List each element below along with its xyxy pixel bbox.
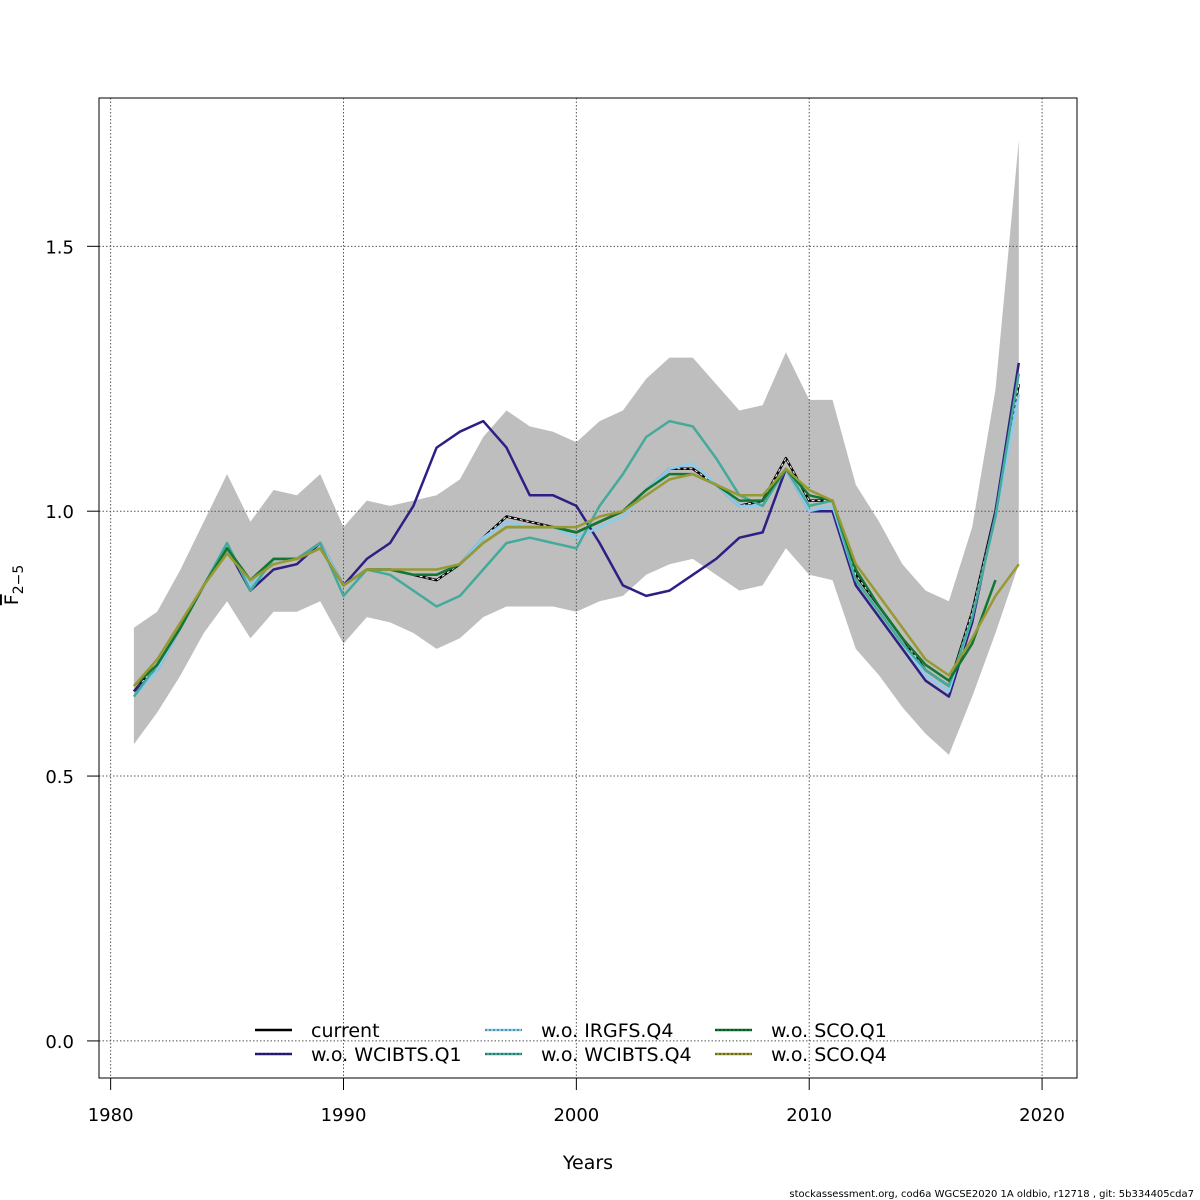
y-tick-label: 0.0 [45, 1032, 74, 1053]
legend-label: w.o. WCIBTS.Q4 [541, 1044, 692, 1066]
x-tick-label: 2010 [786, 1105, 832, 1126]
series-line [133, 362, 1021, 698]
y-tick-label: 1.5 [45, 237, 74, 258]
series-line [133, 467, 997, 687]
y-axis-title-subscript: 2−5 [11, 565, 27, 595]
grid-layer [99, 98, 1077, 1078]
svg-text:F2−5: F2−5 [1, 565, 27, 605]
x-tick-label: 1980 [88, 1105, 134, 1126]
series-line [132, 467, 1020, 687]
legend-label: current [311, 1020, 380, 1042]
confidence-band-layer [133, 140, 1019, 755]
x-tick-label: 2020 [1019, 1105, 1065, 1126]
footer-caption: stockassessment.org, cod6a WGCSE2020 1A … [789, 1189, 1194, 1200]
legend-item: w.o. WCIBTS.Q4 [485, 1044, 692, 1066]
y-axis-title-main: F [1, 594, 23, 605]
x-tick-label: 2000 [553, 1105, 599, 1126]
plot-frame [98, 97, 1078, 1079]
legend-label: w.o. WCIBTS.Q1 [311, 1044, 462, 1066]
legend-item: w.o. IRGFS.Q4 [485, 1020, 673, 1042]
y-tick-label: 1.0 [45, 502, 74, 523]
series-w-o-sco-q4 [132, 467, 1020, 687]
y-axis-title: F2−5 [1, 565, 27, 605]
x-tick-label: 1990 [321, 1105, 367, 1126]
legend-label: w.o. SCO.Q1 [771, 1020, 887, 1042]
y-axis: 0.0 0.5 1.0 1.5 [45, 237, 99, 1053]
legend-label: w.o. IRGFS.Q4 [541, 1020, 673, 1042]
series-layer [132, 362, 1021, 698]
legend-item: w.o. WCIBTS.Q1 [255, 1044, 462, 1066]
confidence-band [133, 140, 1019, 755]
legend-item: current [255, 1020, 380, 1042]
legend-item: w.o. SCO.Q4 [715, 1044, 887, 1066]
x-axis: 1980 1990 2000 2010 2020 [88, 1078, 1065, 1126]
legend-label: w.o. SCO.Q4 [771, 1044, 887, 1066]
y-tick-label: 0.5 [45, 767, 74, 788]
legend-item: w.o. SCO.Q1 [715, 1020, 887, 1042]
x-axis-title: Years [562, 1152, 613, 1174]
